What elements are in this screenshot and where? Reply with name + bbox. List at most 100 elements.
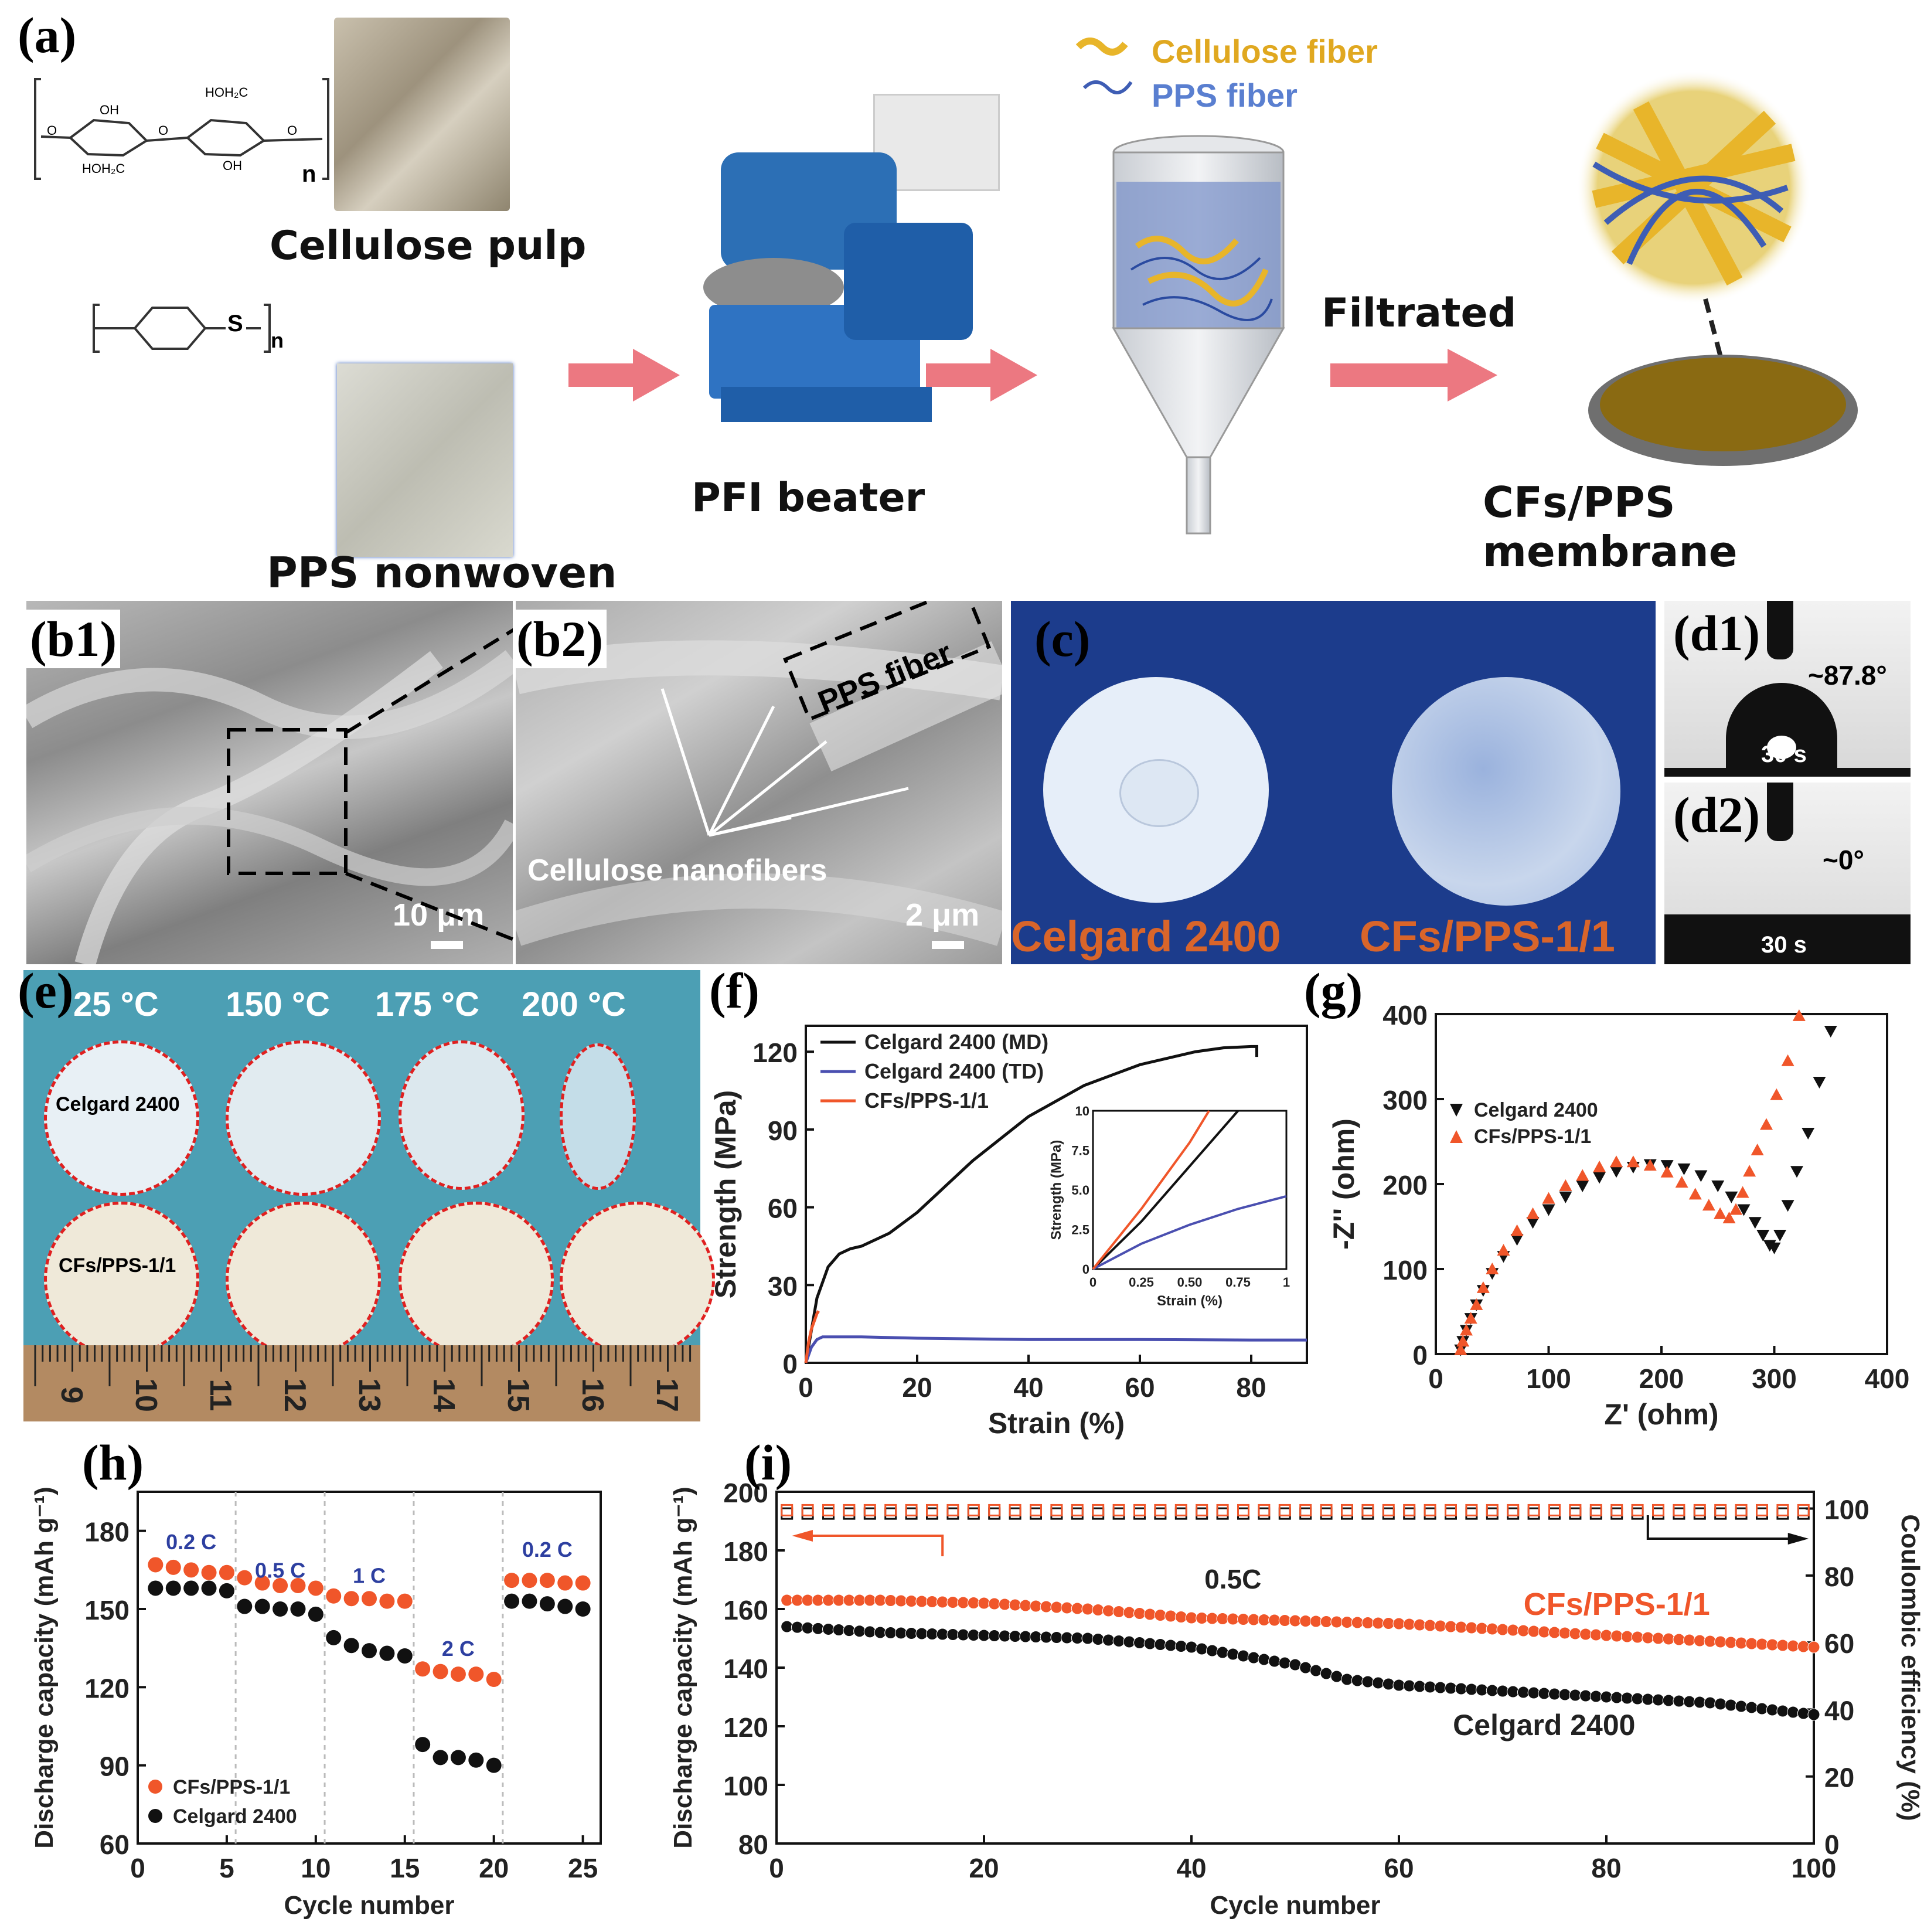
efficiency-point [1465, 1507, 1478, 1520]
data-point [1756, 1230, 1770, 1241]
arrow-to-funnel [926, 349, 1037, 402]
data-point [988, 1597, 1001, 1610]
svg-text:HOH₂C: HOH₂C [205, 85, 248, 100]
y-tick-label: 180 [84, 1517, 130, 1547]
data-point [1526, 1207, 1540, 1219]
data-point [1299, 1661, 1312, 1674]
x-tick-label: 80 [1591, 1853, 1621, 1883]
y-tick-label: 80 [738, 1829, 768, 1860]
legend-label: CFs/PPS-1/1 [1474, 1125, 1591, 1148]
data-point [1776, 1639, 1789, 1652]
data-point [1009, 1630, 1021, 1642]
data-point [1813, 1077, 1826, 1089]
data-point [1702, 1199, 1715, 1211]
data-point [1330, 1615, 1343, 1628]
data-point [201, 1580, 217, 1596]
data-point [1693, 1696, 1706, 1709]
data-point [1673, 1695, 1685, 1707]
inset-y-tick-label: 10 [1075, 1104, 1089, 1118]
data-point [1206, 1644, 1218, 1657]
x-tick-label: 25 [568, 1853, 598, 1883]
data-point [148, 1580, 164, 1596]
inset-series-1 [1092, 1195, 1287, 1270]
efficiency-point [1299, 1507, 1312, 1520]
data-point [1527, 1686, 1540, 1699]
data-point [237, 1570, 253, 1586]
formula-n-pps: n [271, 328, 284, 352]
y-tick-label: 60 [768, 1193, 798, 1224]
legend-marker [1450, 1104, 1463, 1117]
data-point [1470, 1298, 1483, 1310]
data-point [1610, 1691, 1623, 1704]
data-point [1807, 1708, 1820, 1721]
legend-marker [148, 1809, 162, 1823]
ruler-number: 11 [203, 1379, 237, 1411]
data-point [343, 1591, 359, 1607]
data-point [397, 1648, 413, 1664]
zoom-lines [345, 621, 540, 950]
data-point [946, 1628, 959, 1641]
data-point [853, 1594, 866, 1607]
data-point [1030, 1631, 1042, 1643]
efficiency-point [1258, 1504, 1271, 1516]
data-point [254, 1575, 270, 1591]
data-point [853, 1625, 866, 1638]
y-tick-label: 160 [723, 1595, 768, 1625]
svg-text:HOH₂C: HOH₂C [82, 161, 125, 176]
efficiency-point [1403, 1504, 1416, 1516]
data-point [1455, 1682, 1467, 1695]
data-point [1309, 1664, 1322, 1677]
efficiency-point [1071, 1507, 1084, 1520]
data-point [1714, 1207, 1727, 1219]
data-point [1743, 1165, 1756, 1177]
efficiency-point [1735, 1507, 1748, 1520]
efficiency-point [1589, 1507, 1602, 1520]
data-point [1797, 1640, 1810, 1653]
data-point [219, 1564, 234, 1580]
data-point [1642, 1631, 1654, 1644]
x-tick-label: 10 [301, 1853, 331, 1883]
panel-label-i: (i) [744, 1434, 792, 1491]
data-point [1309, 1615, 1322, 1628]
data-point [1781, 1200, 1794, 1212]
data-point [1289, 1614, 1302, 1627]
data-point [1589, 1628, 1602, 1641]
efficiency-point [1196, 1504, 1208, 1516]
data-point [433, 1750, 448, 1766]
data-point [1737, 1204, 1751, 1216]
data-point [781, 1594, 794, 1607]
efficiency-point [988, 1507, 1001, 1520]
data-point [915, 1595, 928, 1608]
data-point [1174, 1611, 1187, 1623]
efficiency-point [1756, 1504, 1768, 1516]
time-d1: 30 s [1761, 741, 1807, 767]
data-point [1278, 1657, 1291, 1669]
data-point [801, 1594, 814, 1607]
y-axis-label: Discharge capacity (mAh g⁻¹) [30, 1487, 59, 1848]
data-point [1403, 1679, 1416, 1692]
data-point [894, 1627, 907, 1640]
y-tick-label: 120 [84, 1673, 130, 1703]
efficiency-point [1673, 1504, 1685, 1516]
efficiency-point [1382, 1507, 1395, 1520]
data-point [1736, 1186, 1749, 1198]
inset-series-0 [1092, 1110, 1239, 1270]
data-point [1620, 1630, 1633, 1643]
cellulose-pulp-caption: Cellulose pulp [270, 223, 587, 269]
efficiency-point [1693, 1504, 1706, 1516]
data-point [1538, 1625, 1551, 1638]
efficiency-point [1030, 1504, 1042, 1516]
efficiency-point [1382, 1504, 1395, 1516]
data-point [1486, 1623, 1499, 1635]
data-point [1722, 1212, 1736, 1223]
data-point [998, 1598, 1011, 1611]
efficiency-point [1507, 1507, 1520, 1520]
y-tick-label: 300 [1382, 1085, 1428, 1115]
data-point [1351, 1674, 1364, 1687]
data-point [1579, 1689, 1592, 1702]
chart-f: 0 20 40 60 80 0 30 60 90 120 Strain (%) Strength (M… [709, 1025, 1308, 1440]
inset-y-tick-label: 0 [1082, 1262, 1089, 1277]
efficiency-point [1486, 1507, 1499, 1520]
cellulose-nanofibers-label: Cellulose nanofibers [527, 853, 828, 887]
efficiency-point [1009, 1507, 1021, 1520]
